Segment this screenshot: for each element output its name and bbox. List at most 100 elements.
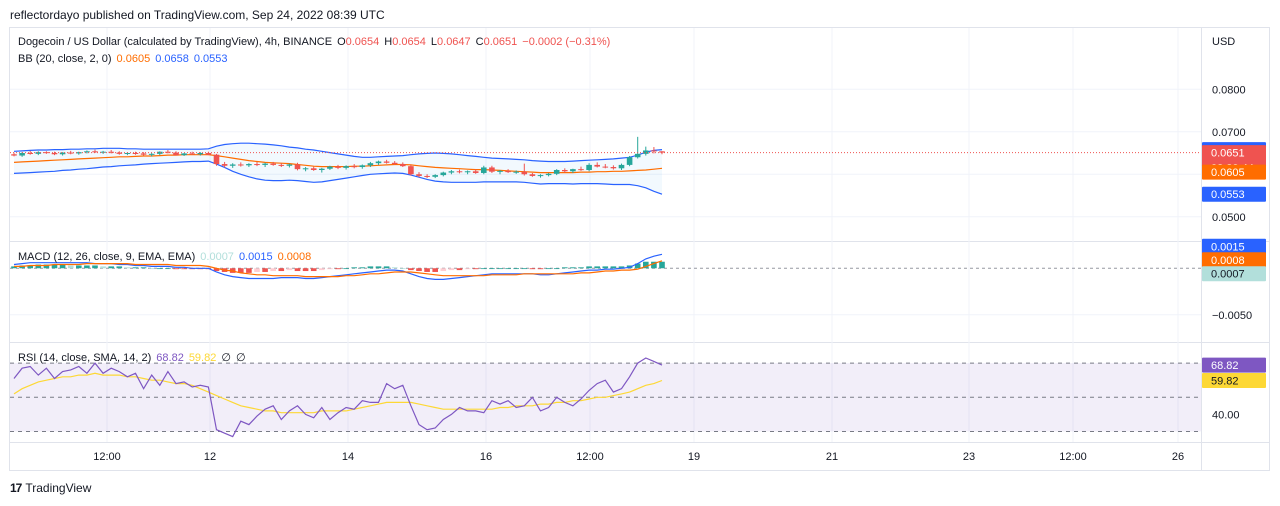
candle[interactable] bbox=[618, 163, 625, 170]
macd-histogram-bar[interactable] bbox=[294, 268, 301, 272]
macd-histogram-bar[interactable] bbox=[545, 268, 552, 270]
macd-histogram-bar[interactable] bbox=[359, 267, 366, 269]
macd-histogram-bar[interactable] bbox=[367, 266, 374, 269]
macd-histogram-bar[interactable] bbox=[262, 268, 268, 272]
candle[interactable] bbox=[286, 163, 293, 168]
candle[interactable] bbox=[302, 167, 309, 172]
candle[interactable] bbox=[400, 162, 406, 168]
candle[interactable] bbox=[416, 172, 422, 178]
macd-histogram-bar[interactable] bbox=[521, 268, 528, 270]
macd-histogram-bar[interactable] bbox=[35, 264, 42, 269]
macd-histogram-bar[interactable] bbox=[132, 267, 139, 269]
candle[interactable] bbox=[157, 151, 163, 156]
macd-histogram-bar[interactable] bbox=[497, 268, 503, 270]
rsi-pane[interactable] bbox=[10, 357, 1201, 438]
macd-histogram-bar[interactable] bbox=[335, 268, 341, 270]
candle[interactable] bbox=[505, 169, 511, 173]
macd-histogram-bar[interactable] bbox=[383, 266, 390, 269]
macd-histogram-bar[interactable] bbox=[424, 268, 430, 272]
candle[interactable] bbox=[116, 151, 123, 155]
candle[interactable] bbox=[84, 150, 90, 154]
macd-histogram-bar[interactable] bbox=[481, 268, 487, 270]
macd-histogram-bar[interactable] bbox=[489, 268, 495, 270]
macd-histogram-bar[interactable] bbox=[343, 268, 349, 270]
candle[interactable] bbox=[562, 168, 568, 173]
candle[interactable] bbox=[610, 165, 617, 170]
candle[interactable] bbox=[173, 151, 179, 156]
candle[interactable] bbox=[213, 153, 220, 166]
macd-histogram-bar[interactable] bbox=[173, 268, 179, 270]
price-pane[interactable] bbox=[10, 136, 1201, 195]
macd-histogram-bar[interactable] bbox=[157, 268, 163, 270]
macd-histogram-bar[interactable] bbox=[448, 268, 455, 271]
macd-histogram-bar[interactable] bbox=[651, 261, 657, 269]
candle[interactable] bbox=[472, 169, 479, 174]
candle[interactable] bbox=[76, 151, 82, 155]
macd-histogram-bar[interactable] bbox=[464, 268, 471, 270]
candle[interactable] bbox=[108, 150, 114, 154]
candle[interactable] bbox=[529, 172, 536, 177]
macd-histogram-bar[interactable] bbox=[416, 268, 422, 272]
candle[interactable] bbox=[440, 171, 447, 177]
candle[interactable] bbox=[27, 150, 33, 155]
macd-line-badge[interactable]: 0.0015 bbox=[1202, 238, 1266, 254]
candle[interactable] bbox=[367, 161, 374, 168]
candle[interactable] bbox=[513, 170, 519, 174]
candle[interactable] bbox=[643, 146, 649, 156]
candle[interactable] bbox=[254, 161, 260, 167]
macd-histogram-bar[interactable] bbox=[100, 266, 106, 269]
macd-histogram-bar[interactable] bbox=[391, 267, 398, 269]
candle[interactable] bbox=[634, 136, 641, 159]
candle[interactable] bbox=[464, 170, 471, 175]
candle[interactable] bbox=[448, 170, 455, 175]
candle[interactable] bbox=[197, 152, 204, 156]
macd-histogram-bar[interactable] bbox=[11, 266, 17, 269]
candle[interactable] bbox=[35, 151, 42, 156]
macd-histogram-bar[interactable] bbox=[537, 268, 544, 270]
macd-histogram-bar[interactable] bbox=[67, 265, 74, 269]
macd-histogram-bar[interactable] bbox=[659, 261, 665, 269]
candle[interactable] bbox=[148, 153, 155, 157]
macd-histogram-bar[interactable] bbox=[553, 268, 560, 270]
macd-histogram-bar[interactable] bbox=[124, 267, 131, 269]
macd-histogram-bar[interactable] bbox=[408, 268, 414, 271]
candle[interactable] bbox=[278, 163, 285, 168]
candle[interactable] bbox=[294, 162, 301, 171]
macd-histogram-bar[interactable] bbox=[513, 268, 519, 270]
candle[interactable] bbox=[189, 151, 195, 155]
candle[interactable] bbox=[262, 162, 268, 168]
candle[interactable] bbox=[383, 159, 390, 164]
macd-histogram-bar[interactable] bbox=[400, 268, 406, 270]
macd-histogram-bar[interactable] bbox=[456, 268, 463, 271]
candle[interactable] bbox=[229, 163, 236, 168]
macd-histogram-bar[interactable] bbox=[270, 268, 276, 272]
candle[interactable] bbox=[132, 151, 139, 155]
rsi-value-badge[interactable]: 68.82 bbox=[1202, 357, 1266, 373]
candle[interactable] bbox=[602, 164, 609, 169]
macd-histogram-bar[interactable] bbox=[84, 265, 90, 269]
macd-histogram-bar[interactable] bbox=[92, 265, 98, 269]
macd-histogram-bar[interactable] bbox=[634, 263, 641, 269]
candle[interactable] bbox=[570, 168, 576, 173]
candle[interactable] bbox=[424, 174, 430, 179]
candle[interactable] bbox=[408, 164, 414, 176]
candle[interactable] bbox=[481, 165, 487, 175]
macd-histogram-bar[interactable] bbox=[238, 268, 244, 273]
candle[interactable] bbox=[375, 160, 382, 165]
macd-histogram-bar[interactable] bbox=[351, 267, 357, 269]
candle[interactable] bbox=[553, 169, 560, 176]
macd-histogram-bar[interactable] bbox=[165, 268, 171, 270]
candle[interactable] bbox=[497, 170, 503, 175]
candle[interactable] bbox=[327, 165, 333, 170]
rsi-ma-badge[interactable]: 59.82 bbox=[1202, 372, 1266, 388]
macd-histogram-bar[interactable] bbox=[594, 266, 600, 269]
macd-histogram-bar[interactable] bbox=[529, 268, 536, 270]
candle[interactable] bbox=[238, 162, 244, 167]
candle[interactable] bbox=[545, 172, 552, 177]
candle[interactable] bbox=[391, 161, 398, 165]
candle[interactable] bbox=[351, 164, 357, 169]
candle[interactable] bbox=[51, 151, 58, 156]
candle[interactable] bbox=[586, 163, 592, 172]
candle[interactable] bbox=[343, 165, 349, 170]
